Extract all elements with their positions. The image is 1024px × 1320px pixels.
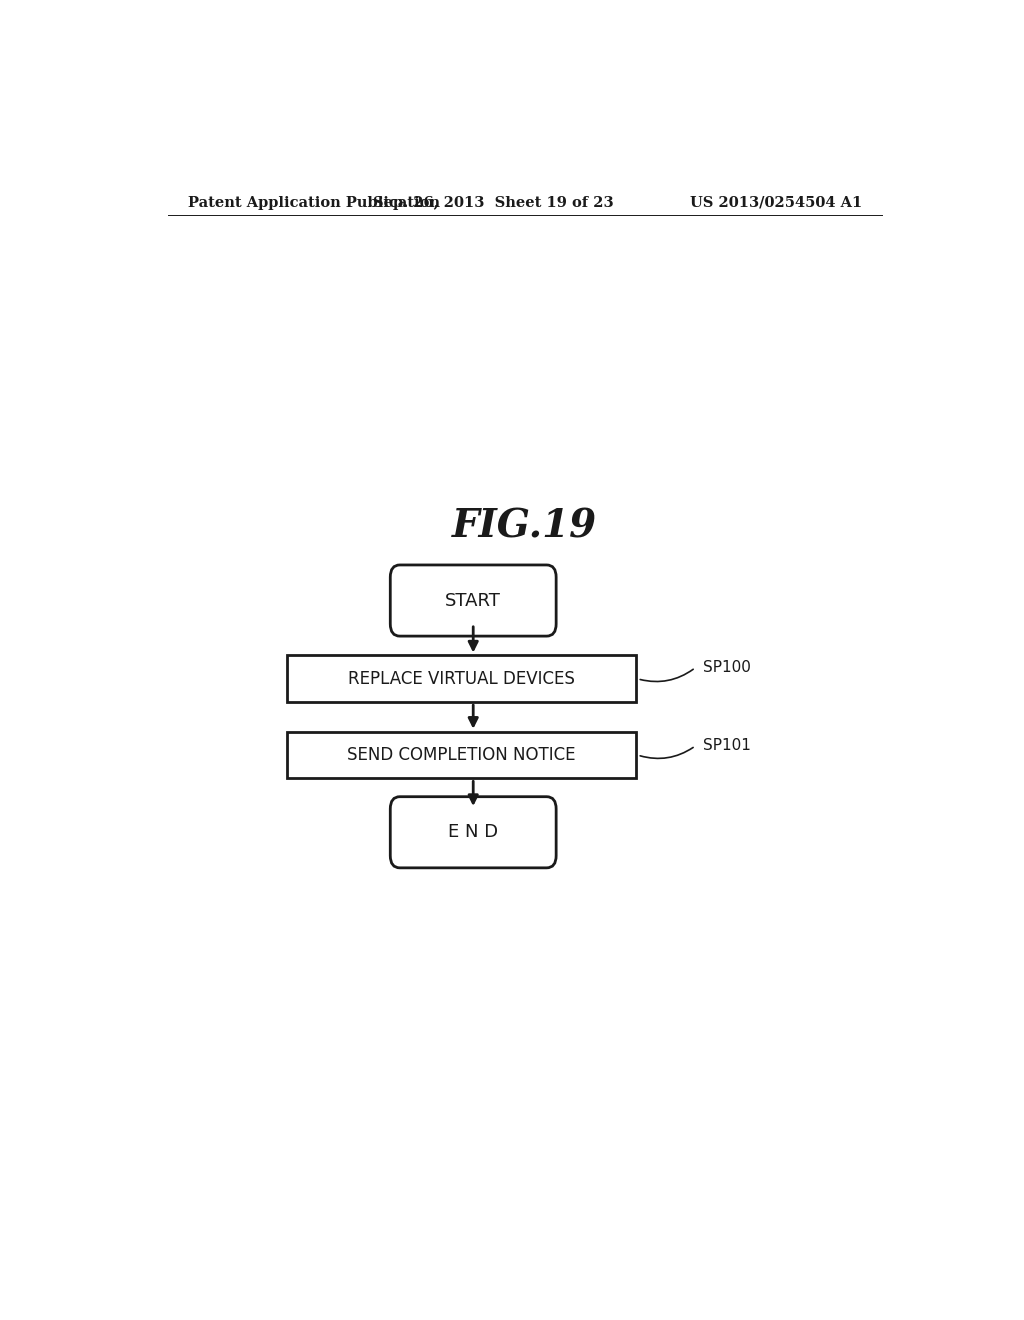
FancyBboxPatch shape xyxy=(287,731,636,779)
Text: Sep. 26, 2013  Sheet 19 of 23: Sep. 26, 2013 Sheet 19 of 23 xyxy=(373,195,613,210)
FancyBboxPatch shape xyxy=(287,656,636,702)
Text: START: START xyxy=(445,591,501,610)
Text: SP100: SP100 xyxy=(703,660,752,675)
Text: E N D: E N D xyxy=(449,824,499,841)
Text: REPLACE VIRTUAL DEVICES: REPLACE VIRTUAL DEVICES xyxy=(348,669,574,688)
Text: Patent Application Publication: Patent Application Publication xyxy=(187,195,439,210)
Text: SP101: SP101 xyxy=(703,738,752,754)
FancyBboxPatch shape xyxy=(390,565,556,636)
Text: SEND COMPLETION NOTICE: SEND COMPLETION NOTICE xyxy=(347,746,575,764)
Text: US 2013/0254504 A1: US 2013/0254504 A1 xyxy=(690,195,862,210)
Text: FIG.19: FIG.19 xyxy=(453,507,597,545)
FancyBboxPatch shape xyxy=(390,797,556,867)
